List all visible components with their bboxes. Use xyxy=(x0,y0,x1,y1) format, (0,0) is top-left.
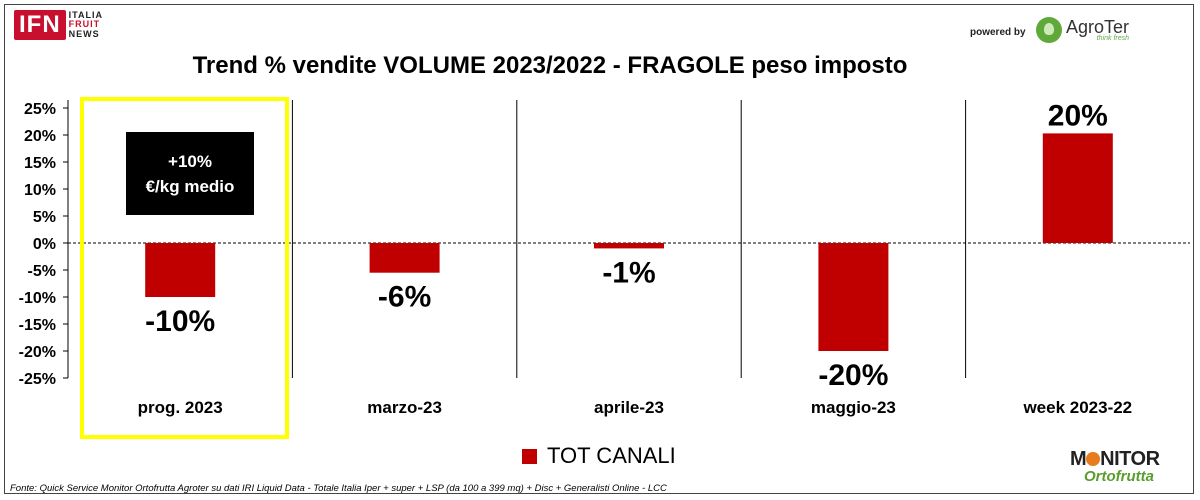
monitor-logo-m: M xyxy=(1070,448,1087,470)
data-label-3: -1% xyxy=(602,256,655,289)
legend-label: TOT CANALI xyxy=(547,443,676,468)
bar-4 xyxy=(818,243,889,351)
data-label-4: -20% xyxy=(818,359,888,392)
x-tick-label-1: prog. 2023 xyxy=(138,398,223,417)
legend: TOT CANALI xyxy=(522,443,676,469)
agroter-tagline: think fresh xyxy=(1096,34,1130,42)
y-tick-label: -5% xyxy=(28,263,56,280)
agroter-logo: AgroTer think fresh xyxy=(1036,17,1129,43)
source-footnote: Fonte: Quick Service Monitor Ortofrutta … xyxy=(10,483,667,494)
y-tick-label: 0% xyxy=(33,236,56,253)
y-tick-label: 5% xyxy=(33,209,56,226)
y-tick-label: 10% xyxy=(24,182,56,199)
monitor-logo-line2: Ortofrutta xyxy=(1084,468,1154,485)
powered-by-text: powered by xyxy=(970,27,1026,38)
x-tick-label-5: week 2023-22 xyxy=(1022,398,1132,417)
annotation-line2: €/kg medio xyxy=(145,176,235,196)
y-tick-label: 20% xyxy=(24,128,56,145)
y-tick-label: 15% xyxy=(24,155,56,172)
data-label-1: -10% xyxy=(145,305,215,338)
x-tick-label-4: maggio-23 xyxy=(811,398,896,417)
bar-5 xyxy=(1042,133,1113,243)
x-tick-label-3: aprile-23 xyxy=(594,398,664,417)
bar-1 xyxy=(145,243,216,297)
monitor-logo-nitor: NITOR xyxy=(1100,448,1160,470)
y-tick-label: -15% xyxy=(19,317,56,334)
chart-frame xyxy=(4,4,1194,494)
agroter-name: AgroTer xyxy=(1066,16,1130,37)
legend-swatch xyxy=(522,448,537,464)
ifn-logo-words: ITALIA FRUIT NEWS xyxy=(68,9,103,40)
ifn-logo-line2: FRUIT xyxy=(68,19,101,30)
ifn-logo-badge: IFN xyxy=(14,10,66,40)
y-tick-label: -20% xyxy=(19,344,56,361)
y-tick-label: -10% xyxy=(19,290,56,307)
data-label-5: 20% xyxy=(1048,99,1108,132)
monitor-ortofrutta-logo: M NITOR Ortofrutta xyxy=(1070,448,1160,486)
data-label-2: -6% xyxy=(378,281,431,314)
x-tick-label-2: marzo-23 xyxy=(367,398,442,417)
ifn-logo-line1: ITALIA xyxy=(68,9,103,20)
annotation-box: +10% €/kg medio xyxy=(126,132,254,215)
highlight-box xyxy=(80,97,289,439)
bar-2 xyxy=(369,243,440,273)
chart-title: Trend % vendite VOLUME 2023/2022 - FRAGO… xyxy=(192,52,908,79)
ifn-logo: IFN ITALIA FRUIT NEWS xyxy=(14,10,103,40)
annotation-line1: +10% xyxy=(168,151,212,171)
monitor-logo-orange-icon xyxy=(1086,452,1101,466)
agroter-leaf-icon xyxy=(1036,17,1062,43)
monitor-logo-line1: M NITOR xyxy=(1070,448,1160,470)
y-tick-label: -25% xyxy=(19,371,56,388)
bar-3 xyxy=(594,243,664,249)
ifn-logo-line3: NEWS xyxy=(68,28,100,39)
y-tick-label: 25% xyxy=(24,101,56,118)
